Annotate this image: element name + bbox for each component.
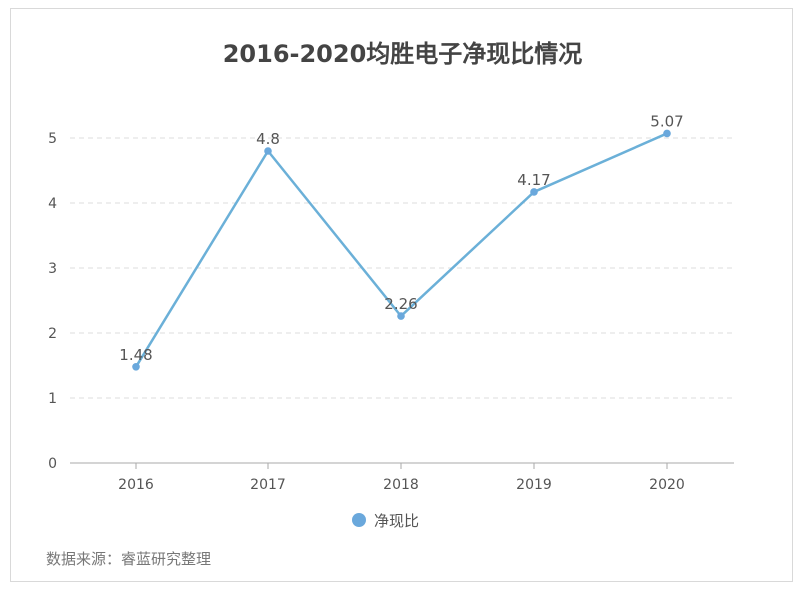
legend-marker bbox=[352, 513, 366, 527]
data-point bbox=[397, 312, 405, 320]
data-label: 5.07 bbox=[650, 112, 683, 130]
data-label: 1.48 bbox=[119, 346, 152, 364]
data-point bbox=[132, 363, 140, 371]
data-point bbox=[530, 188, 538, 196]
data-label: 4.17 bbox=[517, 171, 550, 189]
x-tick-label: 2020 bbox=[649, 477, 685, 493]
chart-title: 2016-2020均胜电子净现比情况 bbox=[222, 40, 583, 68]
y-tick-label: 0 bbox=[48, 456, 57, 472]
data-label: 2.26 bbox=[384, 295, 417, 313]
series-line bbox=[134, 132, 668, 368]
data-point bbox=[264, 147, 272, 155]
x-tick-label: 2018 bbox=[383, 477, 419, 493]
x-tick-label: 2016 bbox=[118, 477, 154, 493]
y-tick-label: 5 bbox=[48, 131, 57, 147]
y-tick-label: 3 bbox=[48, 261, 57, 277]
x-tick-label: 2017 bbox=[250, 477, 286, 493]
y-tick-label: 4 bbox=[48, 196, 57, 212]
chart-frame bbox=[10, 8, 793, 582]
legend-label: 净现比 bbox=[374, 512, 419, 530]
x-tick-label: 2019 bbox=[516, 477, 552, 493]
y-tick-label: 1 bbox=[48, 391, 57, 407]
y-tick-label: 2 bbox=[48, 326, 57, 342]
data-point bbox=[663, 129, 671, 138]
data-label: 4.8 bbox=[256, 130, 280, 148]
source-note: 数据来源：睿蓝研究整理 bbox=[46, 550, 212, 568]
